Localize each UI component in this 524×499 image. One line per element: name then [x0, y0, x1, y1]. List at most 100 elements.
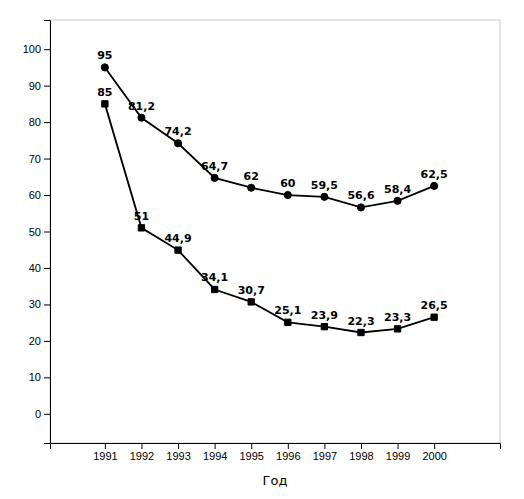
x-tick-label: 1992	[130, 450, 154, 462]
data-label: 34,1	[201, 271, 228, 284]
data-label: 25,1	[274, 304, 301, 317]
y-tick-mark	[44, 49, 50, 50]
y-tick-mark	[44, 304, 50, 305]
point	[394, 326, 400, 332]
data-label: 44,9	[164, 232, 191, 245]
point	[394, 197, 401, 204]
point	[285, 319, 291, 325]
x-tick: 1995	[239, 443, 263, 462]
point	[248, 184, 255, 191]
x-tick-mark	[324, 443, 325, 449]
x-tick-mark	[251, 443, 252, 449]
plot: 1991199219931994199519961997199819992000…	[23, 20, 501, 462]
series-line	[105, 67, 434, 207]
y-tick-label: 40	[29, 262, 41, 274]
x-axis-line	[51, 444, 501, 450]
marks	[101, 64, 437, 336]
y-tick-mark	[44, 122, 50, 123]
data-label: 62	[244, 170, 259, 183]
x-tick: 1994	[203, 443, 227, 462]
point	[431, 314, 437, 320]
y-tick-label: 100	[23, 43, 41, 55]
point	[248, 299, 254, 305]
y-tick-mark	[44, 86, 50, 87]
y-tick: 90	[29, 80, 50, 92]
point	[321, 193, 328, 200]
data-label: 81,2	[128, 100, 155, 113]
y-axis-line	[44, 21, 51, 444]
y-tick: 20	[29, 335, 50, 347]
x-tick-label: 1996	[276, 450, 300, 462]
data-label: 58,4	[384, 183, 411, 196]
data-label: 62,5	[421, 168, 448, 181]
data-label: 23,3	[384, 311, 411, 324]
x-tick-mark	[434, 443, 435, 449]
x-tick-label: 1997	[313, 450, 337, 462]
x-tick-mark	[215, 443, 216, 449]
point	[138, 114, 145, 121]
x-tick-mark	[141, 443, 142, 449]
y-tick: 70	[29, 153, 50, 165]
data-label: 60	[280, 177, 296, 190]
x-tick: 1992	[130, 443, 154, 462]
x-tick: 1991	[93, 443, 117, 462]
y-tick-label: 10	[29, 371, 41, 383]
x-tick-label: 1991	[93, 450, 117, 462]
y-tick-mark	[44, 414, 50, 415]
x-tick-label: 2000	[422, 450, 446, 462]
x-tick-mark	[288, 443, 289, 449]
y-tick: 40	[29, 262, 50, 274]
point	[138, 225, 144, 231]
y-tick-label: 80	[29, 116, 41, 128]
y-axis: 0 10 20 30 40 50 60 70 80 90 100	[23, 21, 51, 444]
x-tick-label: 1999	[386, 450, 410, 462]
point	[431, 182, 438, 189]
y-tick-label: 30	[29, 298, 41, 310]
y-tick: 30	[29, 298, 50, 310]
y-tick: 60	[29, 189, 50, 201]
y-tick-mark	[44, 159, 50, 160]
y-tick-label: 70	[29, 153, 41, 165]
data-label: 22,3	[347, 315, 374, 328]
y-tick-mark	[44, 377, 50, 378]
data-labels: 9581,274,264,7626059,556,658,462,5855144…	[97, 49, 447, 327]
x-tick: 2000	[422, 443, 446, 462]
y-tick: 10	[29, 371, 50, 383]
y-tick-label: 20	[29, 335, 41, 347]
x-tick: 1993	[166, 443, 190, 462]
point	[101, 64, 108, 71]
point	[102, 101, 108, 107]
data-label: 74,2	[164, 125, 191, 138]
data-label: 59,5	[311, 179, 338, 192]
data-label: 95	[97, 49, 112, 62]
point	[358, 329, 364, 335]
x-tick-label: 1994	[203, 450, 227, 462]
y-tick-label: 60	[29, 189, 41, 201]
x-tick-label: 1995	[239, 450, 263, 462]
series-line	[105, 104, 434, 333]
data-label: 30,7	[238, 284, 265, 297]
y-tick-mark	[44, 268, 50, 269]
x-tick-label: 1993	[166, 450, 190, 462]
data-label: 85	[97, 86, 112, 99]
y-tick: 80	[29, 116, 50, 128]
point	[321, 324, 327, 330]
y-tick-label: 50	[29, 226, 41, 238]
y-tick: 50	[29, 226, 50, 238]
point	[211, 174, 218, 181]
x-tick-mark	[105, 443, 106, 449]
point	[211, 286, 217, 292]
x-tick-mark	[361, 443, 362, 449]
y-tick-mark	[44, 341, 50, 342]
point	[175, 247, 181, 253]
x-tick-mark	[398, 443, 399, 449]
y-tick: 0	[35, 408, 50, 420]
x-tick-mark	[178, 443, 179, 449]
x-tick-label: 1998	[349, 450, 373, 462]
x-tick: 1996	[276, 443, 300, 462]
data-label: 51	[134, 210, 149, 223]
x-axis: 1991 1992 1993 1994 1995 1996 1997 1998 1999 2000	[51, 443, 501, 462]
y-tick-mark	[44, 232, 50, 233]
point	[174, 140, 181, 147]
y-tick-label: 0	[35, 408, 41, 420]
